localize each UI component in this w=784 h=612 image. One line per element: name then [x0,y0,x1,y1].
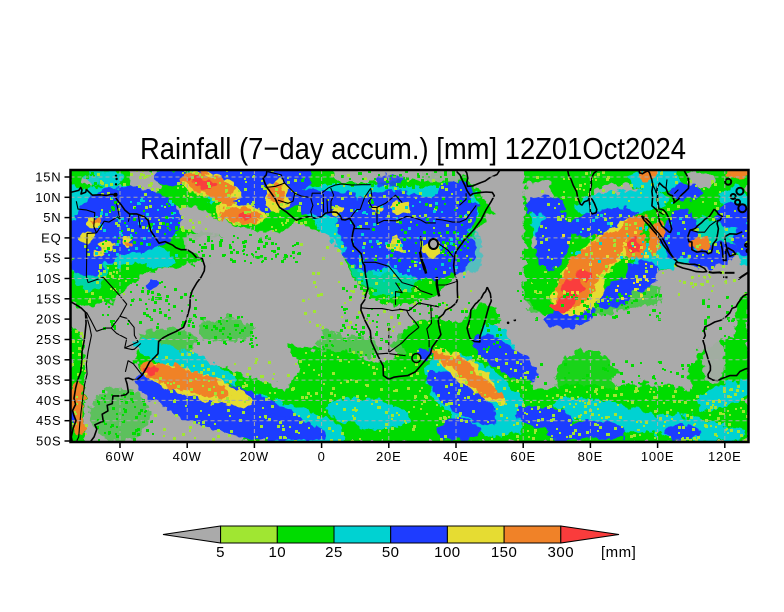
svg-text:40S: 40S [36,393,62,408]
svg-text:60E: 60E [510,449,536,464]
svg-text:20W: 20W [240,449,269,464]
svg-text:20E: 20E [376,449,402,464]
svg-text:[mm]: [mm] [601,544,636,561]
svg-text:100: 100 [434,544,461,561]
svg-text:5S: 5S [44,251,62,266]
svg-text:80E: 80E [578,449,604,464]
svg-text:40W: 40W [173,449,202,464]
svg-text:300: 300 [548,544,575,561]
svg-text:50: 50 [382,544,400,561]
svg-text:5: 5 [216,544,225,561]
svg-text:50S: 50S [36,434,62,449]
svg-text:20S: 20S [36,312,62,327]
svg-text:10S: 10S [36,271,62,286]
svg-text:0: 0 [318,449,326,464]
svg-text:25S: 25S [36,332,62,347]
svg-text:15N: 15N [35,170,61,185]
svg-text:10: 10 [268,544,286,561]
svg-text:60W: 60W [105,449,134,464]
svg-text:45S: 45S [36,413,62,428]
svg-text:35S: 35S [36,373,62,388]
svg-text:100E: 100E [641,449,675,464]
svg-text:15S: 15S [36,291,62,306]
svg-text:Rainfall (7−day accum.) [mm] 1: Rainfall (7−day accum.) [mm] 12Z01Oct202… [140,131,686,166]
svg-text:EQ: EQ [41,230,61,245]
svg-text:120E: 120E [708,449,742,464]
svg-text:5N: 5N [43,210,61,225]
svg-text:25: 25 [325,544,343,561]
svg-text:150: 150 [491,544,518,561]
svg-text:40E: 40E [443,449,469,464]
svg-text:10N: 10N [35,190,61,205]
svg-text:30S: 30S [36,352,62,367]
